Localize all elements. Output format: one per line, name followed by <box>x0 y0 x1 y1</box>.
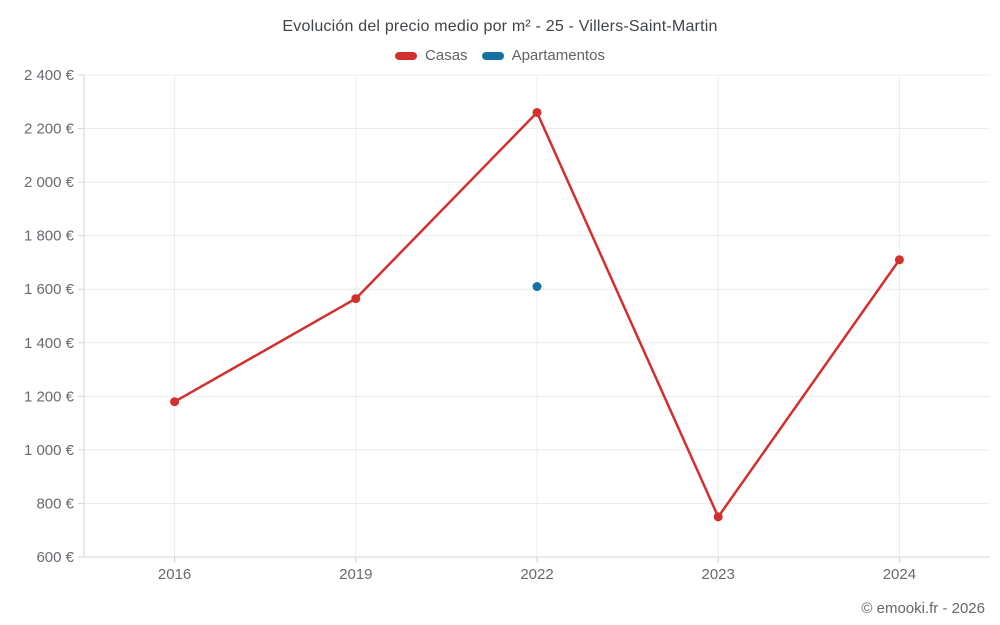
casas-data-point[interactable] <box>894 255 904 265</box>
y-tick-label: 1 400 € <box>24 335 75 352</box>
legend-label-apartamentos: Apartamentos <box>511 47 605 64</box>
apartamentos-data-point[interactable] <box>532 282 542 292</box>
x-tick-label: 2022 <box>520 566 553 583</box>
copyright-footer: © emooki.fr - 2026 <box>861 600 985 617</box>
casas-legend-swatch-icon <box>395 51 418 60</box>
casas-data-point[interactable] <box>713 512 723 522</box>
apartamentos-legend-swatch-icon <box>481 51 504 60</box>
y-tick-label: 1 000 € <box>24 442 75 459</box>
legend-item-casas[interactable]: Casas <box>395 47 468 64</box>
x-tick-label: 2023 <box>702 566 735 583</box>
y-tick-label: 600 € <box>36 549 74 566</box>
y-tick-label: 2 000 € <box>24 174 75 191</box>
x-tick-label: 2024 <box>883 566 916 583</box>
chart-title: Evolución del precio medio por m² - 25 -… <box>282 18 718 35</box>
legend-item-apartamentos[interactable]: Apartamentos <box>481 47 605 64</box>
casas-data-point[interactable] <box>532 107 542 117</box>
casas-data-point[interactable] <box>351 294 361 304</box>
casas-data-point[interactable] <box>170 397 180 407</box>
x-tick-label: 2016 <box>158 566 191 583</box>
x-tick-label: 2019 <box>339 566 372 583</box>
y-tick-label: 2 200 € <box>24 121 75 138</box>
legend-label-casas: Casas <box>425 47 468 64</box>
y-tick-label: 1 800 € <box>24 228 75 245</box>
y-tick-label: 1 600 € <box>24 281 75 298</box>
y-tick-label: 800 € <box>36 495 74 512</box>
y-tick-label: 2 400 € <box>24 67 75 84</box>
y-tick-label: 1 200 € <box>24 388 75 405</box>
chart-legend: Casas Apartamentos <box>0 47 1000 64</box>
